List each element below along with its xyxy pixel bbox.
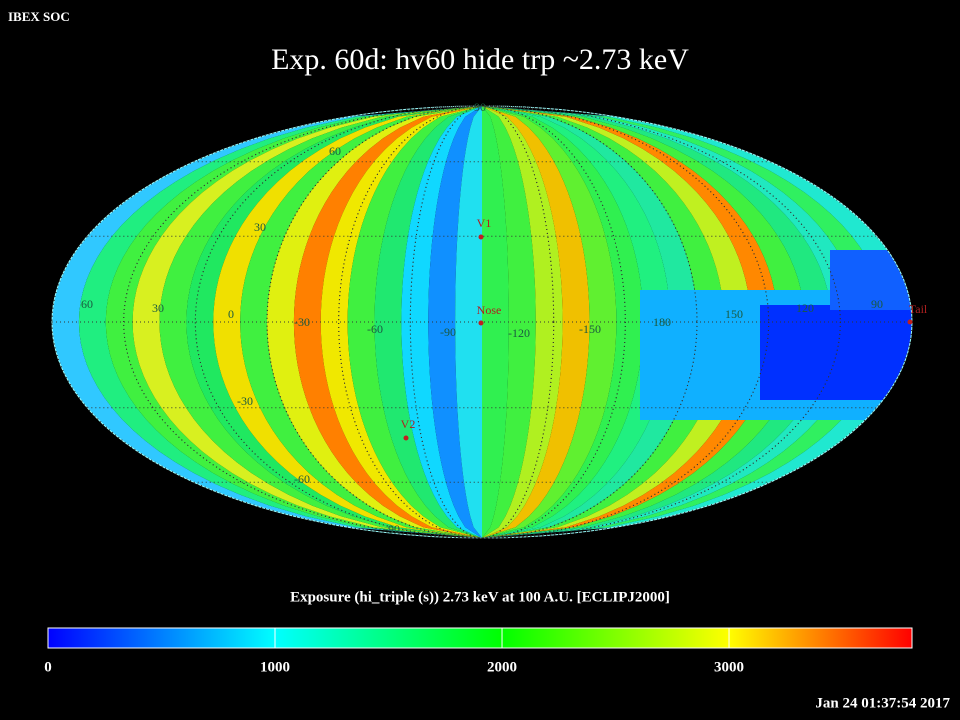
colorbar-tick-label: 0	[44, 659, 52, 675]
marker-label: Tail	[909, 302, 928, 316]
title: Exp. 60d: hv60 hide trp ~2.73 keV	[271, 43, 689, 76]
marker-label: V1	[477, 216, 492, 230]
colorbar-label: Exposure (hi_triple (s)) 2.73 keV at 100…	[290, 589, 670, 605]
lon-label: 60	[81, 297, 93, 311]
marker-dot	[403, 435, 409, 441]
lat-label: -90	[384, 522, 400, 536]
marker-dot	[478, 234, 484, 240]
map-gore	[293, 106, 482, 538]
lon-label: 30	[152, 301, 164, 315]
sky-map	[52, 106, 912, 538]
marker-label: Nose	[477, 303, 502, 317]
map-gore	[374, 106, 482, 538]
colorbar-ticks: 0 1000 2000 3000	[44, 628, 744, 675]
marker-dot	[478, 320, 484, 326]
lat-label: -60	[294, 472, 310, 486]
map-gore	[347, 106, 482, 538]
lon-label: 150	[725, 307, 743, 321]
lon-label: 180	[653, 315, 671, 329]
lat-label: 60	[329, 144, 341, 158]
map-gore	[482, 106, 509, 538]
lat-label: 90	[474, 100, 486, 114]
meridian	[266, 105, 698, 539]
meridian	[123, 105, 841, 539]
lon-label: 0	[228, 307, 234, 321]
lon-label: -30	[294, 315, 310, 329]
lat-label: 30	[254, 220, 266, 234]
map-gore	[482, 106, 563, 538]
map-gore	[482, 106, 590, 538]
lon-label: -60	[367, 322, 383, 336]
colorbar-tick-label: 3000	[714, 659, 744, 675]
map-gore	[482, 106, 617, 538]
low-exposure-region	[760, 305, 912, 400]
timestamp: Jan 24 01:37:54 2017	[815, 695, 950, 711]
corner-label: IBEX SOC	[8, 9, 70, 24]
lon-label: -150	[579, 322, 601, 336]
map-gore	[482, 106, 671, 538]
lon-label: 120	[796, 301, 814, 315]
map-gore	[401, 106, 482, 538]
map-gore	[320, 106, 482, 538]
meridian	[194, 105, 770, 539]
colorbar-tick-label: 1000	[260, 659, 290, 675]
marker-dot	[907, 319, 913, 325]
colorbar	[47, 627, 913, 649]
colorbar-tick-label: 2000	[487, 659, 517, 675]
lon-label: -120	[508, 326, 530, 340]
map-gore	[482, 106, 644, 538]
lon-label: 90	[871, 297, 883, 311]
lat-label: -30	[237, 394, 253, 408]
lon-label: -90	[440, 325, 456, 339]
marker-label: V2	[401, 417, 416, 431]
